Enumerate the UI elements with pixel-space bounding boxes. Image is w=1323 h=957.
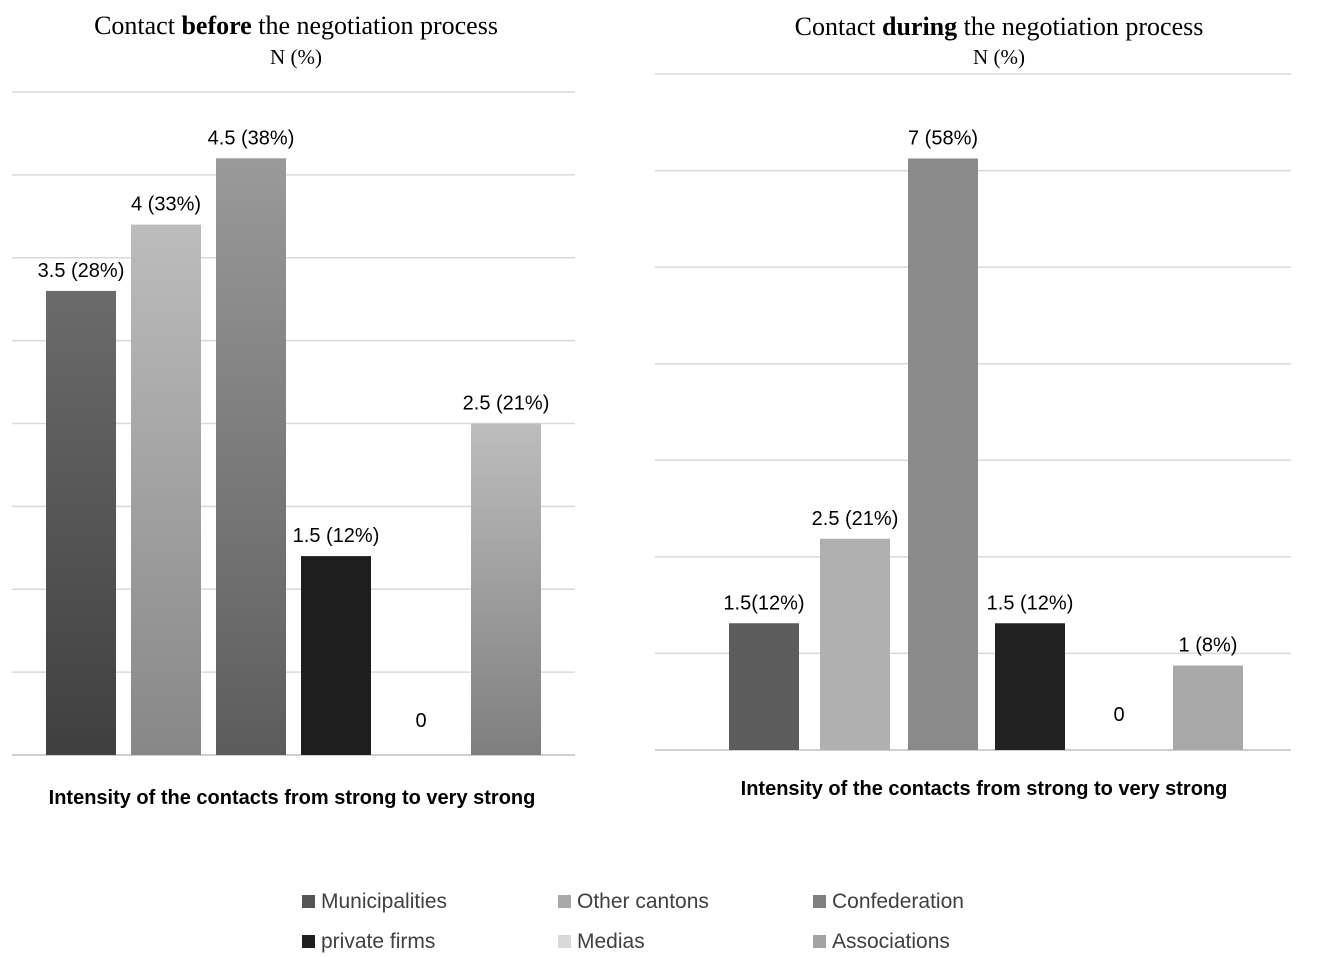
legend-swatch xyxy=(558,895,571,908)
chart-subtitle: N (%) xyxy=(270,45,322,69)
data-label: 0 xyxy=(415,710,426,732)
data-label: 1.5 (12%) xyxy=(293,525,380,547)
data-label: 4.5 (38%) xyxy=(208,127,295,149)
chart-title: Contact during the negotiation process xyxy=(795,12,1204,41)
data-label: 4 (33%) xyxy=(131,194,201,216)
data-label: 2.5 (21%) xyxy=(463,393,550,415)
data-label: 2.5 (21%) xyxy=(812,508,899,530)
bar-private-firms xyxy=(995,623,1065,750)
legend-label: Confederation xyxy=(832,890,964,913)
legend-label: private firms xyxy=(321,930,435,953)
bars xyxy=(729,158,1243,750)
legend-swatch xyxy=(558,935,571,948)
bar-associations xyxy=(471,423,541,755)
chart-title: Contact before the negotiation process xyxy=(94,11,498,40)
chart-subtitle: N (%) xyxy=(973,45,1025,69)
bar-confederation xyxy=(216,158,286,756)
legend-swatch xyxy=(813,895,826,908)
x-axis-title: Intensity of the contacts from strong to… xyxy=(741,778,1228,800)
bar-private-firms xyxy=(301,556,371,755)
bar-other-cantons xyxy=(131,224,201,756)
legend-label: Other cantons xyxy=(577,890,709,913)
legend-swatch xyxy=(813,935,826,948)
data-labels: 3.5 (28%) 4 (33%) 4.5 (38%) 1.5 (12%) 0 2.5 (… xyxy=(38,127,550,732)
bar-municipalities xyxy=(729,623,799,750)
legend-label: Associations xyxy=(832,930,950,953)
bars xyxy=(46,158,541,756)
legend-swatch xyxy=(302,895,315,908)
bar-confederation xyxy=(908,158,978,750)
x-axis-title: Intensity of the contacts from strong to… xyxy=(49,787,536,809)
chart-during: Contact during the negotiation process N… xyxy=(655,12,1291,800)
data-labels: 1.5(12%) 2.5 (21%) 7 (58%) 1.5 (12%) 0 1 (8%) xyxy=(723,128,1237,727)
bar-municipalities xyxy=(46,290,116,755)
data-label: 1 (8%) xyxy=(1179,635,1238,657)
legend: Municipalities Other cantons Confederation… xyxy=(302,890,964,953)
data-label: 0 xyxy=(1113,704,1124,726)
legend-label: Medias xyxy=(577,930,645,953)
chart-before: Contact before the negotiation process N… xyxy=(12,11,575,809)
legend-label: Municipalities xyxy=(321,890,447,913)
data-label: 1.5(12%) xyxy=(723,592,804,614)
data-label: 1.5 (12%) xyxy=(987,592,1074,614)
bar-associations xyxy=(1173,665,1243,750)
bar-other-cantons xyxy=(820,538,890,750)
data-label: 3.5 (28%) xyxy=(38,260,125,282)
data-label: 7 (58%) xyxy=(908,128,978,150)
legend-swatch xyxy=(302,935,315,948)
